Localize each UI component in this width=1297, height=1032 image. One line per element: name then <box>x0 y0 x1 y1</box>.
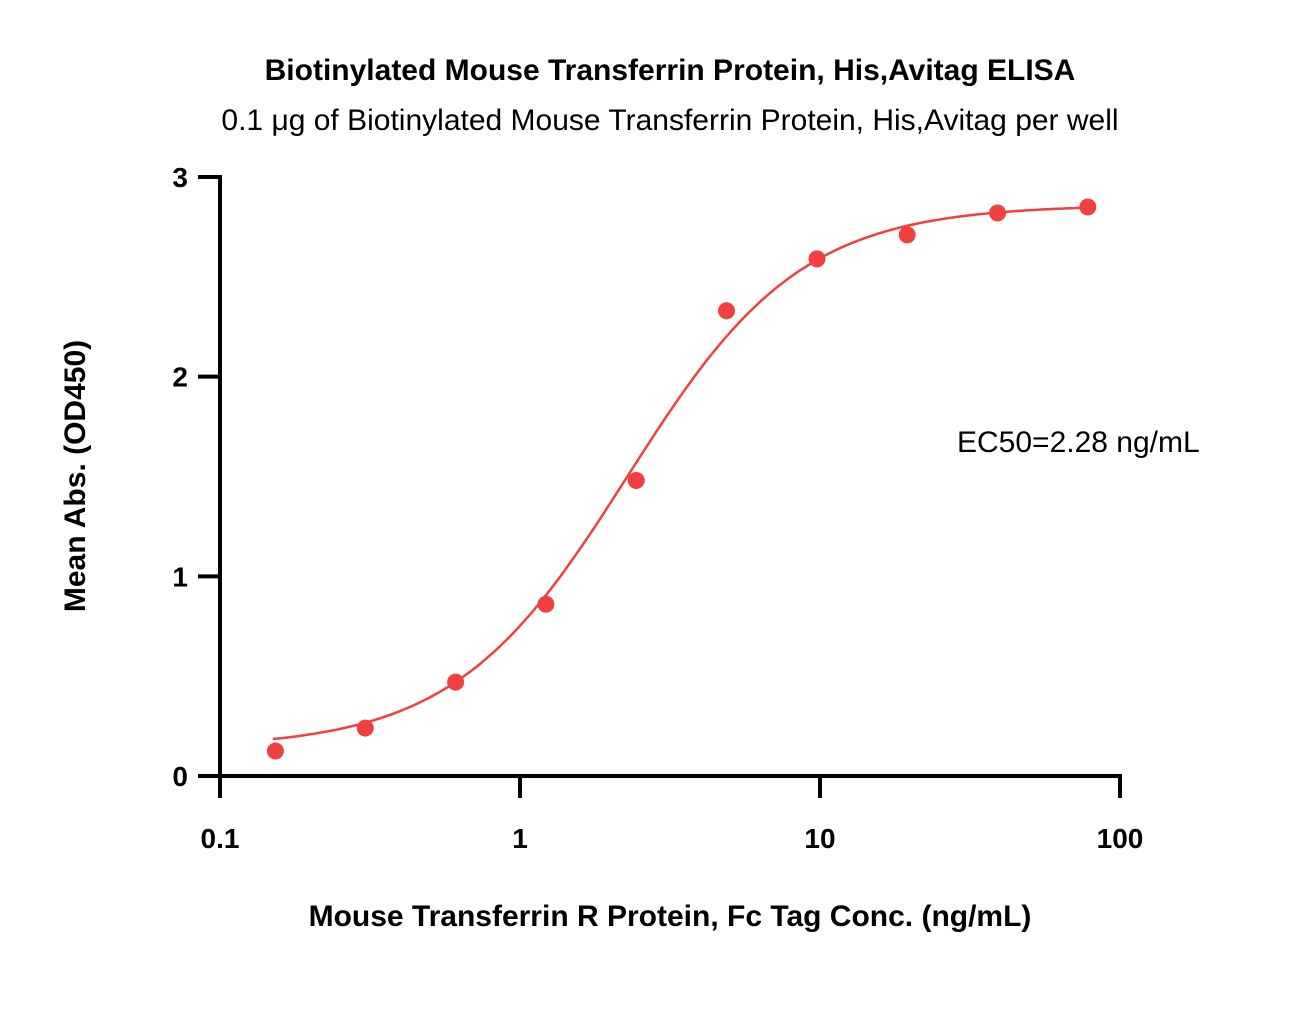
y-tick-label: 3 <box>172 162 188 193</box>
x-tick-label: 100 <box>1097 823 1144 854</box>
y-axis-label: Mean Abs. (OD450) <box>59 340 92 612</box>
chart-subtitle: 0.1 μg of Biotinylated Mouse Transferrin… <box>221 104 1118 137</box>
fit-curve <box>272 206 1091 741</box>
data-point <box>718 302 736 320</box>
data-points <box>266 198 1097 760</box>
data-point <box>356 719 374 737</box>
data-point <box>1079 198 1097 216</box>
y-tick-label: 2 <box>172 362 188 393</box>
data-point <box>808 250 826 268</box>
ec50-annotation: EC50=2.28 ng/mL <box>957 426 1200 459</box>
data-point <box>447 673 465 691</box>
x-tick-label: 0.1 <box>201 823 240 854</box>
data-point <box>537 595 555 613</box>
data-point <box>898 226 916 244</box>
x-tick-label: 1 <box>512 823 528 854</box>
x-axis-label: Mouse Transferrin R Protein, Fc Tag Conc… <box>309 900 1032 933</box>
data-point <box>627 471 645 489</box>
y-tick-label: 1 <box>172 561 188 592</box>
chart-title: Biotinylated Mouse Transferrin Protein, … <box>265 54 1076 87</box>
x-tick-label: 10 <box>804 823 835 854</box>
axes: 0.1 1 10 100 0 1 2 3 <box>172 162 1143 854</box>
data-point <box>989 204 1007 222</box>
y-tick-label: 0 <box>172 761 188 792</box>
data-point <box>266 742 284 760</box>
